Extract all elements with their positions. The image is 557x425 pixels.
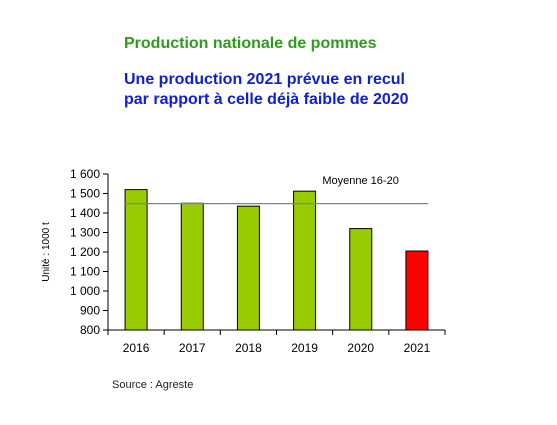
chart-title: Production nationale de pommes bbox=[124, 35, 377, 52]
x-tick-label-2019: 2019 bbox=[291, 341, 318, 355]
chart-subtitle-line-2: par rapport à celle déjà faible de 2020 bbox=[124, 91, 409, 108]
chart-subtitle-line-1: Une production 2021 prévue en recul bbox=[124, 71, 405, 88]
y-tick-label: 1 200 bbox=[70, 245, 100, 259]
x-tick-label-2021: 2021 bbox=[404, 341, 431, 355]
y-tick-label: 800 bbox=[80, 323, 100, 337]
chart-container: 800 900 1 000 1 100 1 200 1 300 1 400 1 500 1 60… bbox=[30, 162, 460, 367]
bar-2017 bbox=[180, 202, 204, 331]
y-tick-label: 900 bbox=[80, 304, 100, 318]
bar-2019 bbox=[293, 190, 317, 331]
average-label: Moyenne 16-20 bbox=[322, 175, 398, 187]
bar-2021 bbox=[405, 250, 429, 331]
chart-subtitle: Une production 2021 prévue en recul par … bbox=[124, 70, 534, 110]
y-tick-label: 1 300 bbox=[70, 226, 100, 240]
bar-2018 bbox=[236, 205, 260, 331]
bar-chart: 800 900 1 000 1 100 1 200 1 300 1 400 1 500 1 60… bbox=[41, 167, 446, 355]
bar-2020 bbox=[349, 228, 373, 331]
x-tick-label-2017: 2017 bbox=[179, 341, 206, 355]
bar-2016 bbox=[124, 189, 148, 331]
y-tick-label: 1 000 bbox=[70, 284, 100, 298]
y-tick-label: 1 100 bbox=[70, 265, 100, 279]
y-axis-title: Unité : 1000 t bbox=[41, 222, 52, 282]
source-note: Source : Agreste bbox=[112, 379, 194, 391]
y-tick-label: 1 600 bbox=[70, 167, 100, 181]
x-tick-label-2016: 2016 bbox=[123, 341, 150, 355]
y-tick-label: 1 500 bbox=[70, 187, 100, 201]
y-tick-label: 1 400 bbox=[70, 206, 100, 220]
x-tick-label-2018: 2018 bbox=[235, 341, 262, 355]
chart-header: Production nationale de pommes Une produ… bbox=[124, 34, 534, 110]
x-tick-label-2020: 2020 bbox=[347, 341, 374, 355]
